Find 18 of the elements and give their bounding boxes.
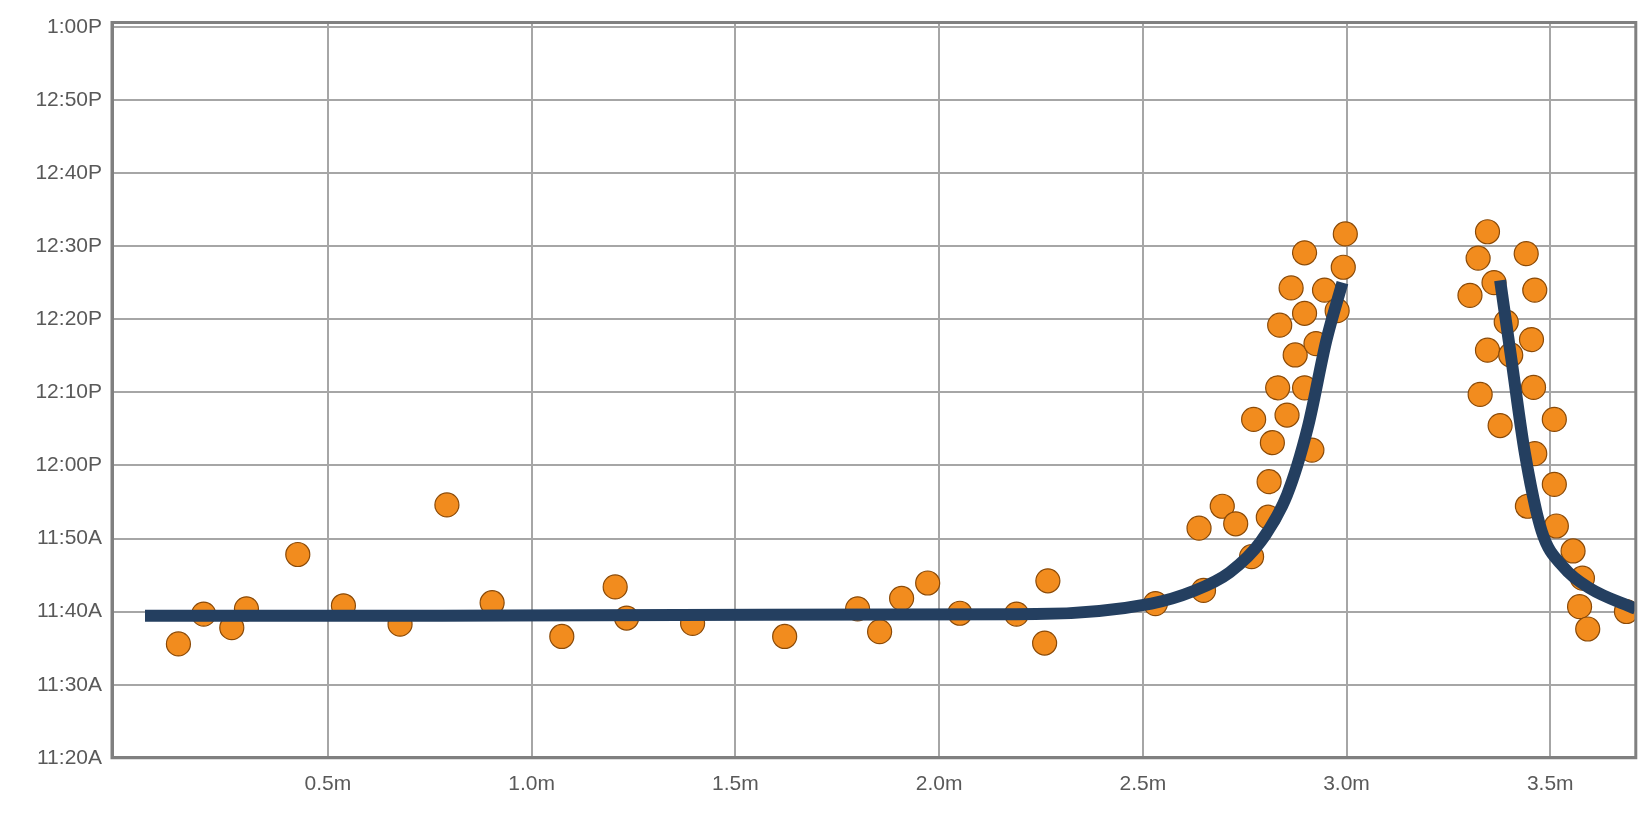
y-tick-label: 11:40A: [37, 598, 102, 622]
y-tick-label: 11:30A: [37, 671, 102, 695]
y-tick-label: 11:20A: [37, 744, 102, 768]
y-tick-label: 11:50A: [37, 525, 102, 549]
x-tick-label: 1.5m: [712, 771, 759, 795]
x-tick-label: 3.5m: [1526, 771, 1574, 795]
y-tick-label: 1:00P: [47, 13, 102, 37]
x-tick-label: 0.5m: [304, 771, 352, 795]
x-tick-label: 2.5m: [1119, 771, 1167, 795]
x-tick-label: 2.0m: [915, 771, 963, 795]
y-tick-label: 12:40P: [35, 159, 102, 183]
y-tick-label: 12:30P: [35, 233, 102, 257]
y-tick-label: 12:50P: [35, 86, 102, 110]
y-tick-label: 12:00P: [35, 452, 102, 476]
x-tick-label: 1.0m: [508, 771, 555, 795]
y-tick-label: 12:10P: [35, 379, 102, 403]
y-tick-label: 12:20P: [35, 306, 102, 330]
x-tick-label: 3.0m: [1323, 771, 1370, 795]
